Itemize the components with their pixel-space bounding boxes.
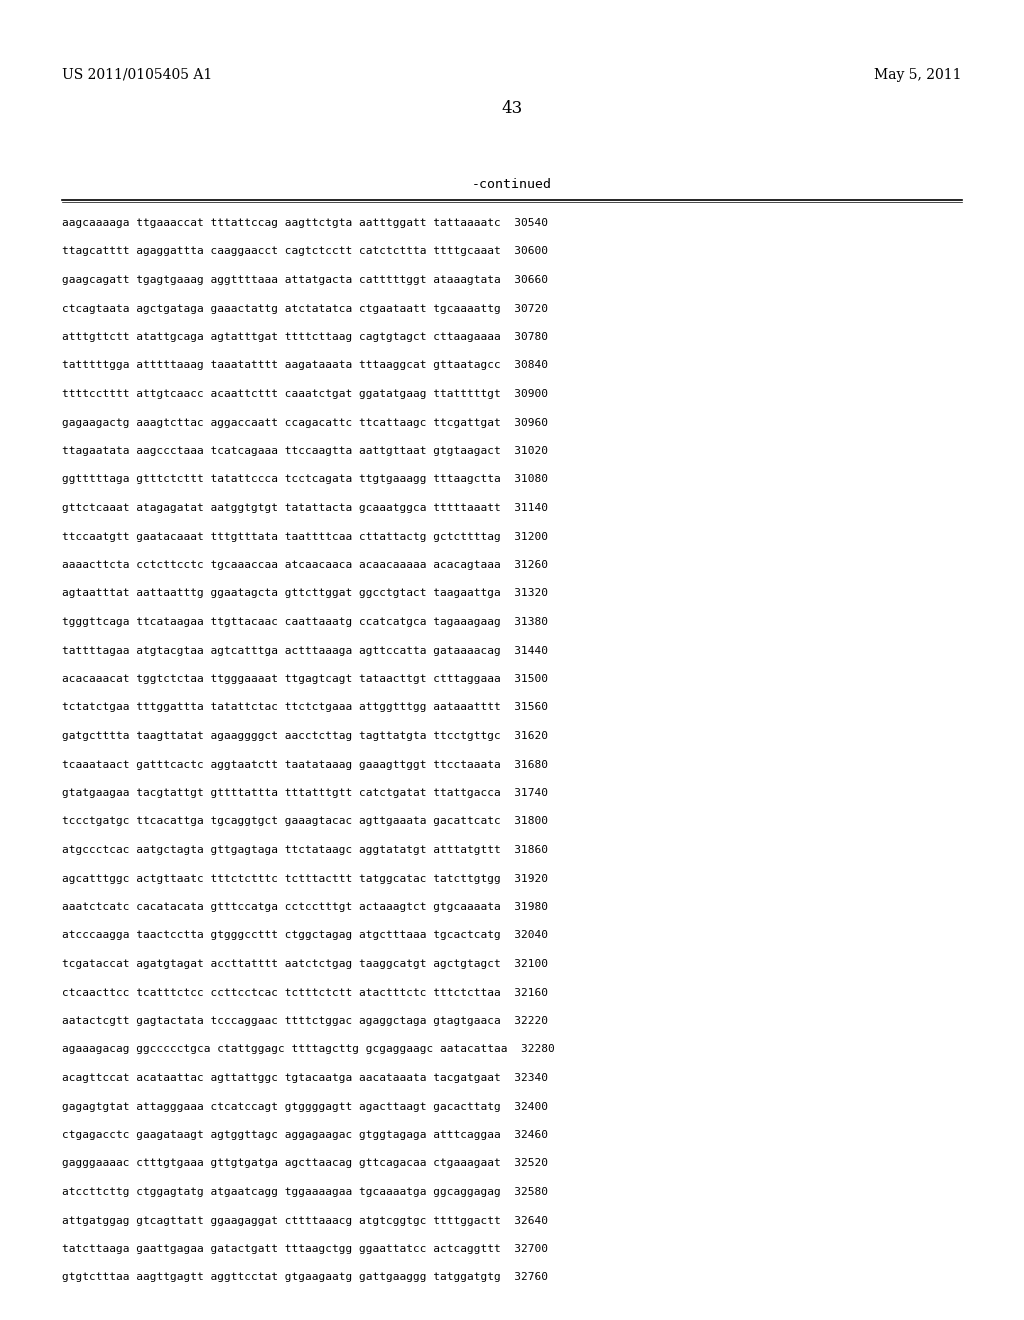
Text: ctgagacctc gaagataagt agtggttagc aggagaagac gtggtagaga atttcaggaa  32460: ctgagacctc gaagataagt agtggttagc aggagaa… bbox=[62, 1130, 548, 1140]
Text: ggtttttaga gtttctcttt tatattccca tcctcagata ttgtgaaagg tttaagctta  31080: ggtttttaga gtttctcttt tatattccca tcctcag… bbox=[62, 474, 548, 484]
Text: tgggttcaga ttcataagaa ttgttacaac caattaaatg ccatcatgca tagaaagaag  31380: tgggttcaga ttcataagaa ttgttacaac caattaa… bbox=[62, 616, 548, 627]
Text: aagcaaaaga ttgaaaccat tttattccag aagttctgta aatttggatt tattaaaatc  30540: aagcaaaaga ttgaaaccat tttattccag aagttct… bbox=[62, 218, 548, 228]
Text: tcaaataact gatttcactc aggtaatctt taatataaag gaaagttggt ttcctaaata  31680: tcaaataact gatttcactc aggtaatctt taatata… bbox=[62, 759, 548, 770]
Text: aatactcgtt gagtactata tcccaggaac ttttctggac agaggctaga gtagtgaaca  32220: aatactcgtt gagtactata tcccaggaac ttttctg… bbox=[62, 1016, 548, 1026]
Text: attgatggag gtcagttatt ggaagaggat cttttaaacg atgtcggtgc ttttggactt  32640: attgatggag gtcagttatt ggaagaggat cttttaa… bbox=[62, 1216, 548, 1225]
Text: ttagaatata aagccctaaa tcatcagaaa ttccaagtta aattgttaat gtgtaagact  31020: ttagaatata aagccctaaa tcatcagaaa ttccaag… bbox=[62, 446, 548, 455]
Text: gttctcaaat atagagatat aatggtgtgt tatattacta gcaaatggca tttttaaatt  31140: gttctcaaat atagagatat aatggtgtgt tatatta… bbox=[62, 503, 548, 513]
Text: May 5, 2011: May 5, 2011 bbox=[874, 69, 962, 82]
Text: acagttccat acataattac agttattggc tgtacaatga aacataaata tacgatgaat  32340: acagttccat acataattac agttattggc tgtacaa… bbox=[62, 1073, 548, 1082]
Text: tattttagaa atgtacgtaa agtcatttga actttaaaga agttccatta gataaaacag  31440: tattttagaa atgtacgtaa agtcatttga actttaa… bbox=[62, 645, 548, 656]
Text: atccttcttg ctggagtatg atgaatcagg tggaaaagaa tgcaaaatga ggcaggagag  32580: atccttcttg ctggagtatg atgaatcagg tggaaaa… bbox=[62, 1187, 548, 1197]
Text: gtatgaagaa tacgtattgt gttttattta tttatttgtt catctgatat ttattgacca  31740: gtatgaagaa tacgtattgt gttttattta tttattt… bbox=[62, 788, 548, 799]
Text: ttagcatttt agaggattta caaggaacct cagtctcctt catctcttta ttttgcaaat  30600: ttagcatttt agaggattta caaggaacct cagtctc… bbox=[62, 247, 548, 256]
Text: -continued: -continued bbox=[472, 178, 552, 191]
Text: gagggaaaac ctttgtgaaa gttgtgatga agcttaacag gttcagacaa ctgaaagaat  32520: gagggaaaac ctttgtgaaa gttgtgatga agcttaa… bbox=[62, 1159, 548, 1168]
Text: gatgctttta taagttatat agaaggggct aacctcttag tagttatgta ttcctgttgc  31620: gatgctttta taagttatat agaaggggct aacctct… bbox=[62, 731, 548, 741]
Text: 43: 43 bbox=[502, 100, 522, 117]
Text: atgccctcac aatgctagta gttgagtaga ttctataagc aggtatatgt atttatgttt  31860: atgccctcac aatgctagta gttgagtaga ttctata… bbox=[62, 845, 548, 855]
Text: ttttcctttt attgtcaacc acaattcttt caaatctgat ggatatgaag ttatttttgt  30900: ttttcctttt attgtcaacc acaattcttt caaatct… bbox=[62, 389, 548, 399]
Text: gagagtgtat attagggaaa ctcatccagt gtggggagtt agacttaagt gacacttatg  32400: gagagtgtat attagggaaa ctcatccagt gtgggga… bbox=[62, 1101, 548, 1111]
Text: atttgttctt atattgcaga agtatttgat ttttcttaag cagtgtagct cttaagaaaa  30780: atttgttctt atattgcaga agtatttgat ttttctt… bbox=[62, 333, 548, 342]
Text: aaatctcatc cacatacata gtttccatga cctcctttgt actaaagtct gtgcaaaata  31980: aaatctcatc cacatacata gtttccatga cctcctt… bbox=[62, 902, 548, 912]
Text: tatcttaaga gaattgagaa gatactgatt tttaagctgg ggaattatcc actcaggttt  32700: tatcttaaga gaattgagaa gatactgatt tttaagc… bbox=[62, 1243, 548, 1254]
Text: ttccaatgtt gaatacaaat tttgtttata taattttcaa cttattactg gctcttttag  31200: ttccaatgtt gaatacaaat tttgtttata taatttt… bbox=[62, 532, 548, 541]
Text: agaaagacag ggccccctgca ctattggagc ttttagcttg gcgaggaagc aatacattaa  32280: agaaagacag ggccccctgca ctattggagc ttttag… bbox=[62, 1044, 555, 1055]
Text: tatttttgga atttttaaag taaatatttt aagataaata tttaaggcat gttaatagcc  30840: tatttttgga atttttaaag taaatatttt aagataa… bbox=[62, 360, 548, 371]
Text: tctatctgaa tttggattta tatattctac ttctctgaaa attggtttgg aataaatttt  31560: tctatctgaa tttggattta tatattctac ttctctg… bbox=[62, 702, 548, 713]
Text: tccctgatgc ttcacattga tgcaggtgct gaaagtacac agttgaaata gacattcatc  31800: tccctgatgc ttcacattga tgcaggtgct gaaagta… bbox=[62, 817, 548, 826]
Text: ctcaacttcc tcatttctcc ccttcctcac tctttctctt atactttctc tttctcttaa  32160: ctcaacttcc tcatttctcc ccttcctcac tctttct… bbox=[62, 987, 548, 998]
Text: agcatttggc actgttaatc tttctctttc tctttacttt tatggcatac tatcttgtgg  31920: agcatttggc actgttaatc tttctctttc tctttac… bbox=[62, 874, 548, 883]
Text: aaaacttcta cctcttcctc tgcaaaccaa atcaacaaca acaacaaaaa acacagtaaa  31260: aaaacttcta cctcttcctc tgcaaaccaa atcaaca… bbox=[62, 560, 548, 570]
Text: tcgataccat agatgtagat accttatttt aatctctgag taaggcatgt agctgtagct  32100: tcgataccat agatgtagat accttatttt aatctct… bbox=[62, 960, 548, 969]
Text: gaagcagatt tgagtgaaag aggttttaaa attatgacta catttttggt ataaagtata  30660: gaagcagatt tgagtgaaag aggttttaaa attatga… bbox=[62, 275, 548, 285]
Text: US 2011/0105405 A1: US 2011/0105405 A1 bbox=[62, 69, 212, 82]
Text: ctcagtaata agctgataga gaaactattg atctatatca ctgaataatt tgcaaaattg  30720: ctcagtaata agctgataga gaaactattg atctata… bbox=[62, 304, 548, 314]
Text: atcccaagga taactcctta gtgggccttt ctggctagag atgctttaaa tgcactcatg  32040: atcccaagga taactcctta gtgggccttt ctggcta… bbox=[62, 931, 548, 940]
Text: gagaagactg aaagtcttac aggaccaatt ccagacattc ttcattaagc ttcgattgat  30960: gagaagactg aaagtcttac aggaccaatt ccagaca… bbox=[62, 417, 548, 428]
Text: agtaatttat aattaatttg ggaatagcta gttcttggat ggcctgtact taagaattga  31320: agtaatttat aattaatttg ggaatagcta gttcttg… bbox=[62, 589, 548, 598]
Text: acacaaacat tggtctctaa ttgggaaaat ttgagtcagt tataacttgt ctttaggaaa  31500: acacaaacat tggtctctaa ttgggaaaat ttgagtc… bbox=[62, 675, 548, 684]
Text: gtgtctttaa aagttgagtt aggttcctat gtgaagaatg gattgaaggg tatggatgtg  32760: gtgtctttaa aagttgagtt aggttcctat gtgaaga… bbox=[62, 1272, 548, 1283]
